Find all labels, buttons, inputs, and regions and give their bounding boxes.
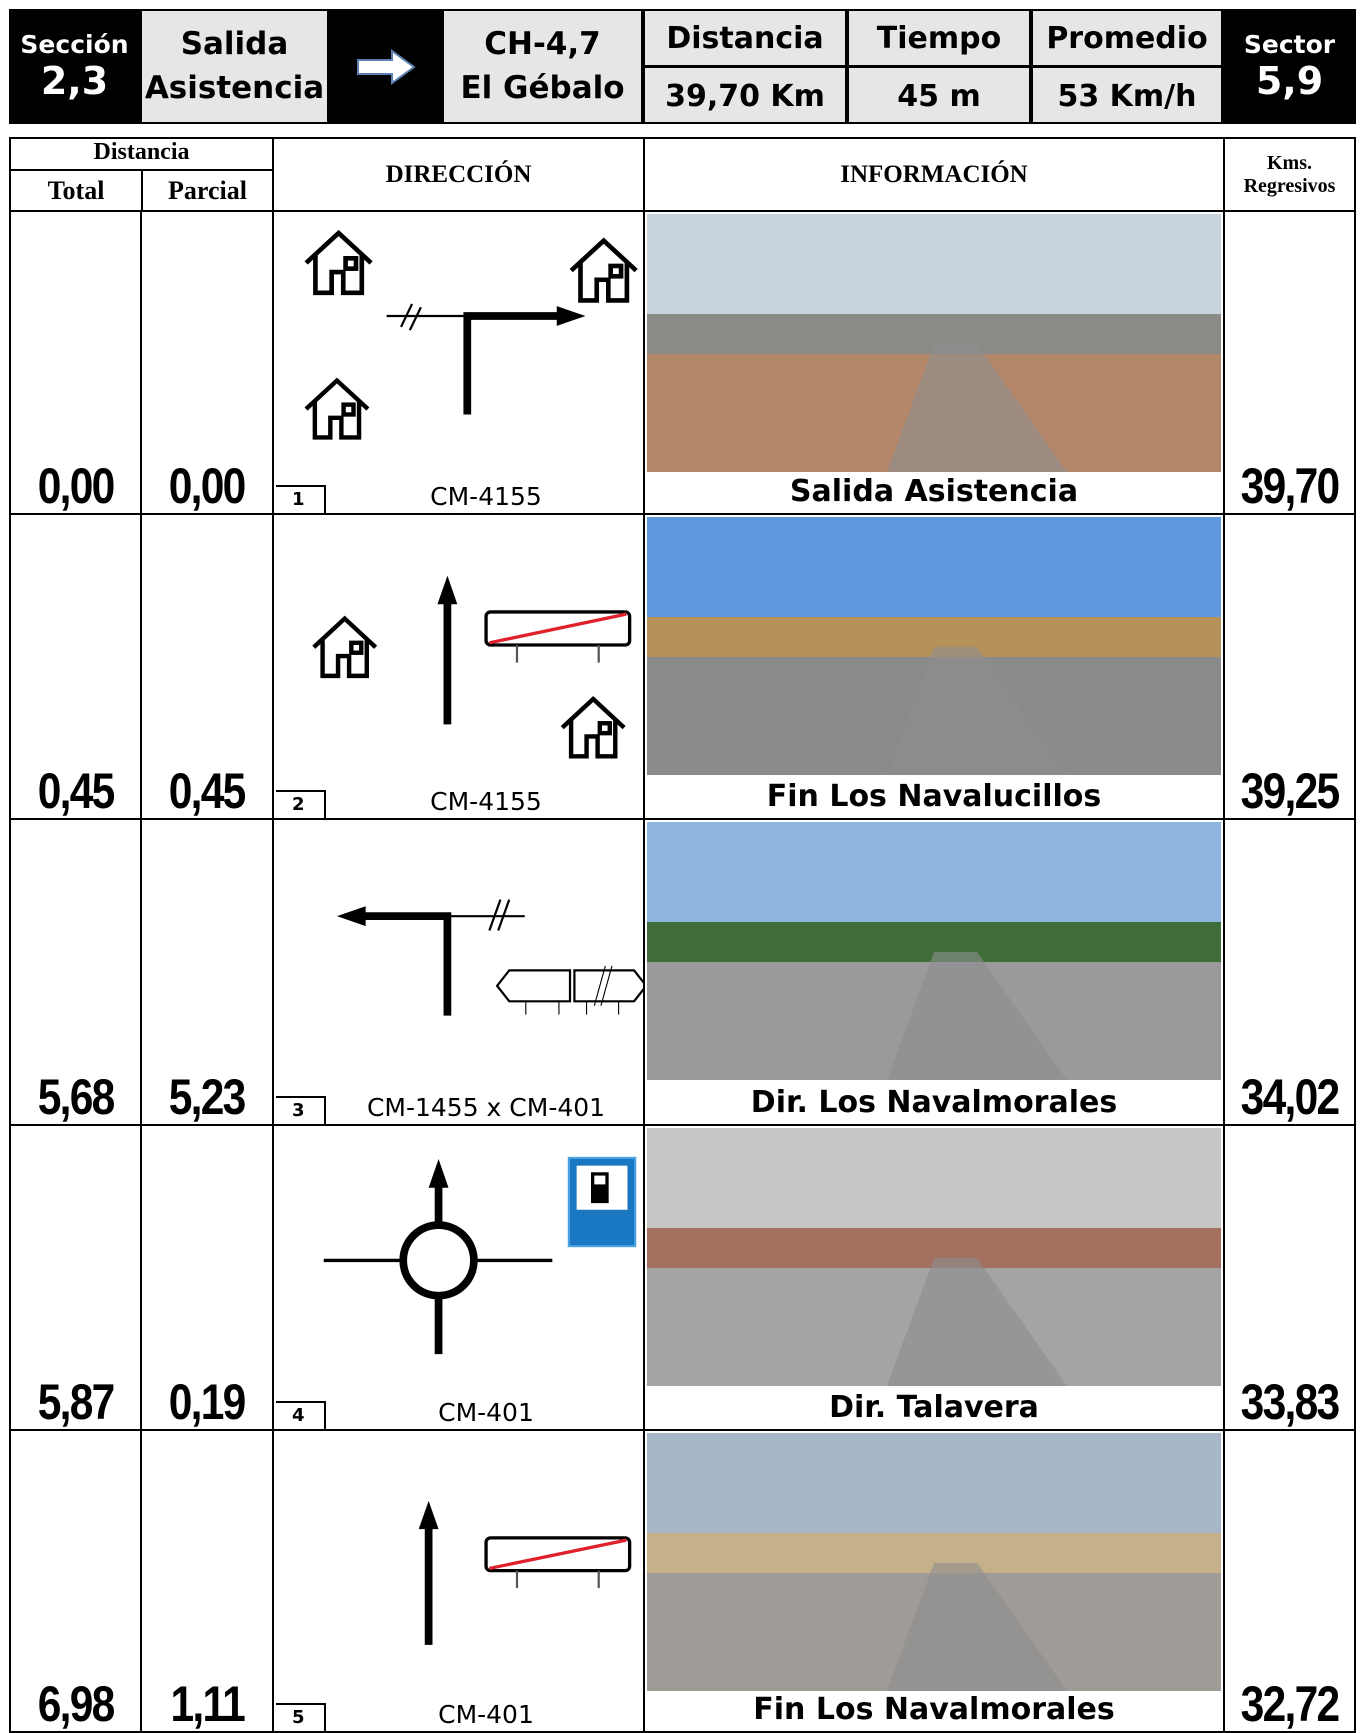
step-number: 1 <box>276 485 326 513</box>
total-cell: 5,68 <box>9 818 142 1126</box>
info-header: INFORMACIÓN <box>643 137 1225 212</box>
total-distance: 5,68 <box>37 1069 116 1125</box>
direction-diagram <box>312 575 632 759</box>
info-cell: Salida Asistencia <box>643 210 1225 515</box>
info-caption: Dir. Los Navalmorales <box>750 1085 1118 1120</box>
stat-cell: Promedio 53 Km/h <box>1031 9 1223 124</box>
info-photo <box>647 822 1221 1080</box>
sector-cell: Sector 5,9 <box>1223 9 1356 124</box>
arrow-cell <box>329 9 442 124</box>
sector-value: 5,9 <box>1255 59 1324 103</box>
partial-cell: 1,11 <box>140 1429 274 1733</box>
section-value: 2,3 <box>40 59 109 103</box>
sector-label: Sector <box>1243 30 1336 59</box>
direction-diagram <box>304 229 638 440</box>
info-cell: Fin Los Navalmorales <box>643 1429 1225 1733</box>
stat-label: Tiempo <box>849 11 1029 68</box>
to-cell: CH-4,7 El Gébalo <box>442 9 643 124</box>
distance-label: Distancia <box>11 139 272 171</box>
stat-label: Promedio <box>1033 11 1221 68</box>
direction-label: DIRECCIÓN <box>385 160 532 188</box>
info-photo <box>647 1433 1221 1691</box>
partial-distance: 0,19 <box>169 1374 247 1430</box>
stat-cell: Tiempo 45 m <box>847 9 1031 124</box>
step-number: 5 <box>276 1703 326 1731</box>
remaining-cell: 32,72 <box>1223 1429 1356 1733</box>
direction-cell: 3 CM-1455 x CM-401 <box>272 818 645 1126</box>
to-name: El Gébalo <box>460 69 625 106</box>
total-cell: 0,00 <box>9 210 142 515</box>
remaining-km: 39,25 <box>1240 763 1341 819</box>
direction-diagram <box>418 1500 632 1645</box>
total-distance: 6,98 <box>37 1676 116 1732</box>
info-photo <box>647 214 1221 472</box>
info-caption: Fin Los Navalmorales <box>753 1692 1115 1727</box>
total-cell: 5,87 <box>9 1124 142 1431</box>
info-cell: Dir. Los Navalmorales <box>643 818 1225 1126</box>
direction-cell: 2 CM-4155 <box>272 513 645 820</box>
kms-header: Kms. Regresivos <box>1223 137 1356 212</box>
remaining-cell: 33,83 <box>1223 1124 1356 1431</box>
direction-cell: 5 CM-401 <box>272 1429 645 1733</box>
partial-cell: 0,45 <box>140 513 274 820</box>
remaining-km: 34,02 <box>1240 1069 1341 1125</box>
stat-value: 39,70 Km <box>665 78 825 114</box>
partial-distance: 0,45 <box>169 763 247 819</box>
partial-cell: 0,19 <box>140 1124 274 1431</box>
road-name: CM-4155 <box>430 787 542 816</box>
info-cell: Dir. Talavera <box>643 1124 1225 1431</box>
direction-diagram <box>323 1156 637 1355</box>
total-distance: 5,87 <box>37 1374 116 1430</box>
road-name: CM-4155 <box>430 482 542 511</box>
partial-label: Parcial <box>168 176 247 205</box>
step-number: 3 <box>276 1096 326 1124</box>
total-cell: 6,98 <box>9 1429 142 1733</box>
kms-label: Kms. Regresivos <box>1243 151 1336 197</box>
direction-diagram <box>336 899 643 1016</box>
section-cell: Sección 2,3 <box>9 9 140 124</box>
road-name: CM-401 <box>438 1700 534 1729</box>
distance-header: Distancia Total Parcial <box>9 137 274 212</box>
partial-distance: 0,00 <box>169 458 247 514</box>
stat-label: Distancia <box>645 11 845 68</box>
partial-distance: 1,11 <box>170 1676 245 1732</box>
partial-cell: 0,00 <box>140 210 274 515</box>
remaining-km: 39,70 <box>1240 458 1341 514</box>
from-text: Salida Asistencia <box>144 26 325 106</box>
step-number: 4 <box>276 1401 326 1429</box>
direction-header: DIRECCIÓN <box>272 137 645 212</box>
arrow-icon <box>356 48 416 85</box>
direction-cell: 1 CM-4155 <box>272 210 645 515</box>
info-caption: Salida Asistencia <box>789 474 1079 509</box>
from-cell: Salida Asistencia <box>140 9 329 124</box>
direction-cell: 4 CM-401 <box>272 1124 645 1431</box>
info-cell: Fin Los Navalucillos <box>643 513 1225 820</box>
stat-cell: Distancia 39,70 Km <box>643 9 847 124</box>
total-cell: 0,45 <box>9 513 142 820</box>
remaining-km: 33,83 <box>1240 1374 1341 1430</box>
info-caption: Fin Los Navalucillos <box>766 779 1102 814</box>
info-caption: Dir. Talavera <box>829 1390 1039 1425</box>
total-label: Total <box>11 171 143 210</box>
stat-value: 53 Km/h <box>1057 78 1197 114</box>
road-name: CM-401 <box>438 1398 534 1427</box>
total-distance: 0,00 <box>37 458 116 514</box>
to-code: CH-4,7 <box>484 26 601 63</box>
step-number: 2 <box>276 790 326 818</box>
remaining-km: 32,72 <box>1240 1676 1341 1732</box>
partial-cell: 5,23 <box>140 818 274 1126</box>
remaining-cell: 34,02 <box>1223 818 1356 1126</box>
remaining-cell: 39,70 <box>1223 210 1356 515</box>
info-photo <box>647 517 1221 775</box>
section-label: Sección <box>20 30 129 59</box>
remaining-cell: 39,25 <box>1223 513 1356 820</box>
stat-value: 45 m <box>897 78 981 114</box>
total-distance: 0,45 <box>37 763 116 819</box>
info-photo <box>647 1128 1221 1386</box>
info-label: INFORMACIÓN <box>840 160 1028 188</box>
road-name: CM-1455 x CM-401 <box>366 1093 606 1122</box>
partial-distance: 5,23 <box>169 1069 247 1125</box>
